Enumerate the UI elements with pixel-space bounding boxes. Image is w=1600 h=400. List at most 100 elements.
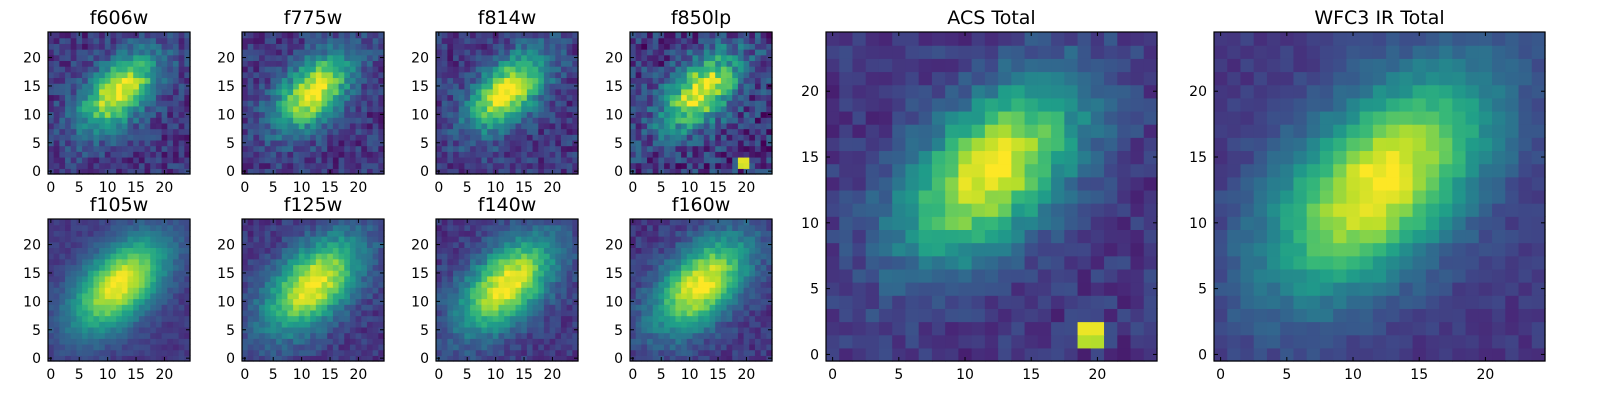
heatmap-cell (82, 156, 89, 164)
heatmap-cell (264, 332, 271, 339)
heatmap-cell (560, 43, 568, 50)
heatmap-cell (127, 315, 134, 322)
heatmap-cell (116, 168, 123, 175)
x-tick-label: 15 (709, 180, 727, 196)
heatmap-cell (259, 270, 266, 277)
heatmap-cell (121, 151, 129, 158)
heatmap-cell (332, 338, 340, 345)
heatmap-cell (253, 298, 260, 305)
heatmap-cell (760, 156, 767, 164)
heatmap-cell (378, 275, 385, 283)
heatmap-cell (82, 321, 89, 328)
heatmap-cell (293, 270, 300, 277)
heatmap-cell (104, 247, 112, 254)
heatmap-cell (150, 60, 157, 67)
heatmap-cell (247, 100, 254, 107)
heatmap-cell (59, 236, 66, 243)
heatmap-cell (259, 77, 266, 84)
heatmap-cell (270, 315, 277, 322)
heatmap-cell (458, 168, 465, 175)
heatmap-cell (172, 230, 180, 237)
heatmap-cell (110, 343, 117, 351)
heatmap-cell (549, 77, 556, 84)
heatmap-cell (532, 287, 539, 294)
heatmap-cell (715, 37, 722, 44)
heatmap-cell (572, 66, 579, 73)
y-tick-label: 0 (32, 351, 41, 367)
heatmap-cell (253, 100, 260, 107)
heatmap-cell (321, 258, 328, 266)
heatmap-cell (321, 332, 328, 339)
heatmap-cell (749, 134, 756, 141)
heatmap-cell (355, 145, 362, 152)
heatmap-cell (253, 270, 260, 277)
heatmap-cell (481, 326, 488, 334)
heatmap-cell (698, 117, 705, 124)
heatmap-cell (566, 122, 573, 130)
heatmap-cell (464, 60, 471, 67)
x-tick-label: 20 (544, 367, 562, 383)
heatmap-cell (703, 139, 711, 147)
heatmap-cell (247, 111, 254, 118)
heatmap-cell (121, 224, 129, 231)
heatmap-cell (287, 349, 294, 356)
heatmap-cell (481, 253, 488, 260)
heatmap-cell (70, 32, 77, 39)
heatmap-cell (338, 326, 345, 334)
heatmap-cell (155, 275, 163, 283)
heatmap-cell (144, 241, 151, 248)
heatmap-cell (760, 83, 767, 90)
heatmap-cell (161, 321, 168, 328)
heatmap-cell (630, 338, 637, 345)
heatmap-cell (658, 105, 665, 113)
heatmap-cell (470, 54, 477, 61)
heatmap-cell (726, 275, 733, 283)
heatmap-cell (481, 145, 488, 152)
heatmap-cell (87, 309, 95, 317)
heatmap-cell (48, 304, 55, 311)
heatmap-cell (161, 270, 168, 277)
heatmap-cell (487, 156, 494, 164)
heatmap-cell (515, 105, 522, 113)
heatmap-cell (87, 287, 95, 294)
heatmap-cell (669, 105, 677, 113)
heatmap-cell (138, 270, 146, 277)
heatmap-cell (681, 77, 688, 84)
heatmap-cell (447, 162, 454, 169)
heatmap-cell (715, 275, 722, 283)
heatmap-cell (458, 117, 465, 124)
heatmap-cell (481, 60, 488, 67)
heatmap-cell (658, 134, 665, 141)
heatmap-cell (59, 343, 66, 351)
heatmap-cell (726, 94, 733, 101)
heatmap-cell (65, 49, 72, 56)
heatmap-cell (658, 315, 665, 322)
heatmap-cell (361, 230, 368, 237)
heatmap-cell (669, 134, 677, 141)
heatmap-cell (675, 66, 682, 73)
heatmap-cell (276, 105, 283, 113)
heatmap-cell (144, 230, 151, 237)
y-tick-label: 0 (226, 164, 235, 180)
heatmap-cell (504, 258, 511, 266)
heatmap-cell (127, 122, 134, 130)
heatmap-cell (669, 292, 677, 300)
heatmap-cell (647, 151, 654, 158)
heatmap-cell (99, 71, 106, 79)
heatmap-cell (155, 292, 163, 300)
heatmap-cell (743, 122, 750, 130)
heatmap-cell (652, 281, 659, 288)
heatmap-cell (453, 343, 460, 351)
heatmap-cell (447, 111, 454, 118)
heatmap-cell (664, 117, 671, 124)
heatmap-cell (669, 145, 677, 152)
heatmap-cell (372, 321, 379, 328)
heatmap-cell (726, 54, 733, 61)
heatmap-cell (732, 43, 739, 50)
heatmap-cell (104, 270, 112, 277)
heatmap-cell (184, 94, 191, 101)
heatmap-cell (453, 224, 460, 231)
heatmap-cell (504, 275, 511, 283)
heatmap-cell (481, 94, 488, 101)
